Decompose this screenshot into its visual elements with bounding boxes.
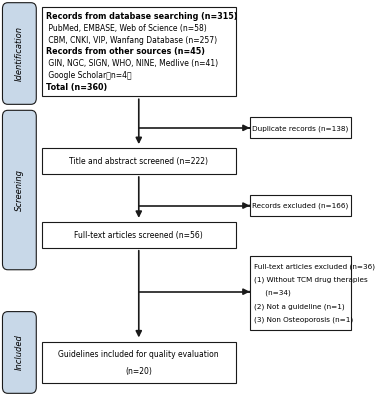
Text: (3) Non Osteoporosis (n=1): (3) Non Osteoporosis (n=1) (254, 316, 353, 323)
FancyBboxPatch shape (41, 342, 235, 383)
FancyBboxPatch shape (2, 3, 36, 104)
Text: Records excluded (n=166): Records excluded (n=166) (253, 203, 349, 209)
Text: Google Scholar（n=4）: Google Scholar（n=4） (46, 71, 131, 80)
FancyBboxPatch shape (41, 148, 235, 174)
Text: Full-text articles screened (n=56): Full-text articles screened (n=56) (74, 231, 203, 240)
Text: Guidelines included for quality evaluation: Guidelines included for quality evaluati… (58, 350, 219, 359)
Text: Included: Included (15, 334, 24, 370)
Text: (n=34): (n=34) (254, 290, 291, 296)
Text: Identification: Identification (15, 26, 24, 81)
FancyBboxPatch shape (41, 7, 235, 96)
FancyBboxPatch shape (250, 118, 351, 138)
FancyBboxPatch shape (2, 312, 36, 393)
FancyBboxPatch shape (250, 256, 351, 330)
Text: CBM, CNKI, VIP, Wanfang Database (n=257): CBM, CNKI, VIP, Wanfang Database (n=257) (46, 36, 217, 45)
Text: Records from database searching (n=315): Records from database searching (n=315) (46, 12, 237, 21)
Text: (1) Without TCM drug therapies: (1) Without TCM drug therapies (254, 276, 368, 283)
Text: Duplicate records (n=138): Duplicate records (n=138) (253, 125, 349, 132)
FancyBboxPatch shape (250, 195, 351, 216)
Text: Total (n=360): Total (n=360) (46, 83, 107, 92)
Text: Screening: Screening (15, 169, 24, 211)
FancyBboxPatch shape (2, 110, 36, 270)
FancyBboxPatch shape (41, 222, 235, 248)
Text: Full-text articles excluded (n=36): Full-text articles excluded (n=36) (254, 263, 375, 270)
Text: Title and abstract screened (n=222): Title and abstract screened (n=222) (69, 157, 208, 166)
Text: (2) Not a guideline (n=1): (2) Not a guideline (n=1) (254, 303, 345, 310)
Text: PubMed, EMBASE, Web of Science (n=58): PubMed, EMBASE, Web of Science (n=58) (46, 24, 206, 33)
Text: GIN, NGC, SIGN, WHO, NINE, Medlive (n=41): GIN, NGC, SIGN, WHO, NINE, Medlive (n=41… (46, 59, 218, 68)
Text: Records from other sources (n=45): Records from other sources (n=45) (46, 48, 205, 56)
Text: (n=20): (n=20) (125, 367, 152, 376)
